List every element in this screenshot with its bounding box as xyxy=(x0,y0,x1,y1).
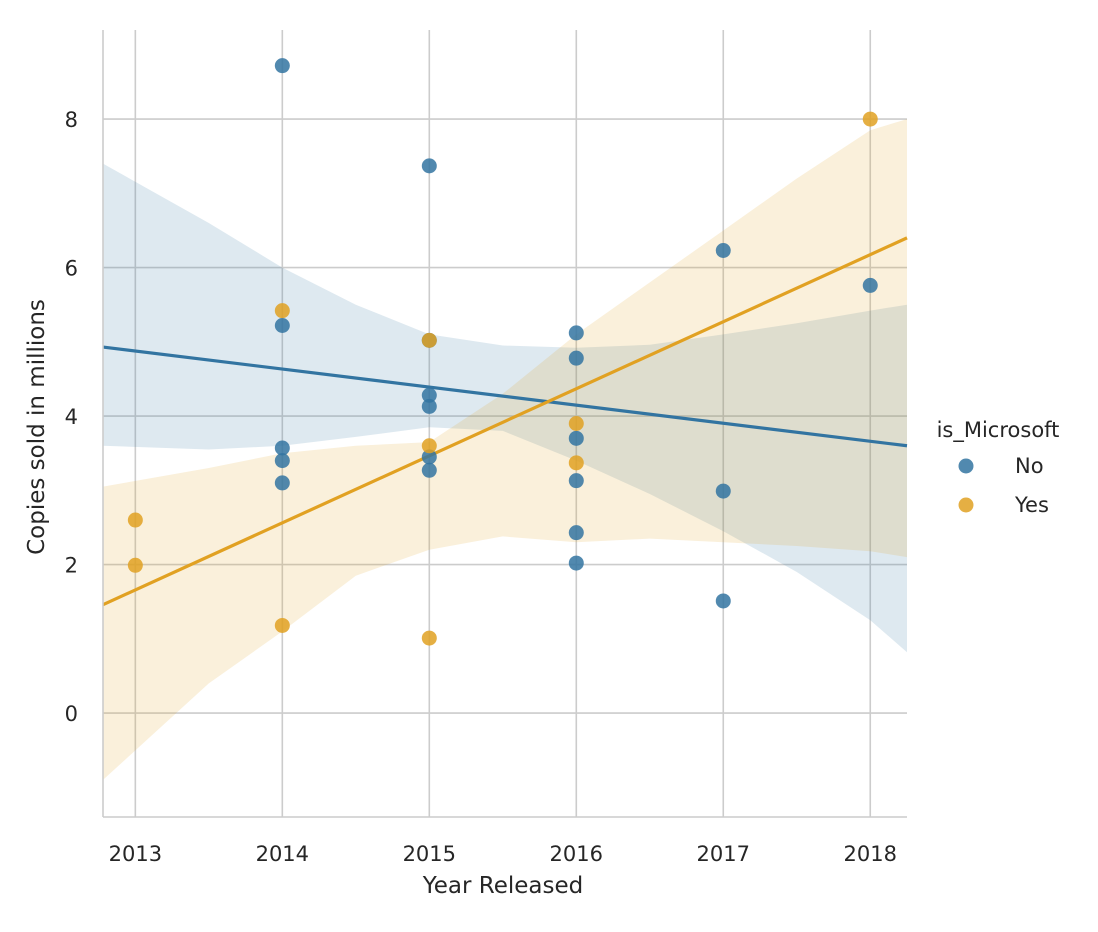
data-point-no xyxy=(568,325,584,341)
confidence-band-yes xyxy=(103,119,907,780)
data-point-yes xyxy=(274,303,290,319)
data-point-no xyxy=(274,440,290,456)
axis-spines xyxy=(102,30,907,818)
y-tick-label: 4 xyxy=(65,405,78,429)
data-point-no xyxy=(421,158,437,174)
y-tick-label: 8 xyxy=(65,108,78,132)
y-tick-label: 2 xyxy=(65,554,78,578)
data-point-yes xyxy=(127,512,143,528)
tick-labels: 2013 2014 2015 2016 2017 2018 0 2 4 6 8 xyxy=(65,108,897,866)
data-point-no xyxy=(568,525,584,541)
legend-marker-no xyxy=(958,458,974,474)
data-point-no xyxy=(715,483,731,499)
data-point-no xyxy=(568,555,584,571)
data-point-yes xyxy=(568,455,584,471)
regression-line-yes xyxy=(102,236,908,607)
data-point-yes xyxy=(421,438,437,454)
legend-title: is_Microsoft xyxy=(937,418,1060,443)
data-point-no xyxy=(421,398,437,414)
data-point-no xyxy=(568,430,584,446)
data-point-no xyxy=(274,58,290,74)
data-point-no xyxy=(715,243,731,259)
x-tick-label: 2018 xyxy=(844,842,897,866)
data-point-no xyxy=(715,593,731,609)
data-point-yes xyxy=(274,617,290,633)
data-points xyxy=(127,58,878,646)
legend: is_Microsoft No Yes xyxy=(937,418,1060,517)
data-point-no xyxy=(421,387,437,403)
data-point-yes xyxy=(127,557,143,573)
legend-label-yes: Yes xyxy=(1014,493,1049,517)
legend-marker-yes xyxy=(958,497,974,513)
x-tick-label: 2017 xyxy=(697,842,750,866)
data-point-yes xyxy=(421,630,437,646)
regression-line-no xyxy=(102,345,908,448)
legend-label-no: No xyxy=(1015,454,1044,478)
data-point-yes xyxy=(862,111,878,127)
x-tick-label: 2015 xyxy=(403,842,456,866)
data-point-no xyxy=(274,475,290,491)
data-point-no xyxy=(421,449,437,465)
data-point-no xyxy=(568,473,584,489)
y-axis-label: Copies sold in millions xyxy=(24,299,50,555)
data-point-no xyxy=(421,462,437,478)
data-point-yes xyxy=(568,416,584,431)
confidence-band-no xyxy=(103,163,907,653)
x-axis-label: Year Released xyxy=(422,873,583,899)
data-point-yes xyxy=(421,332,437,348)
data-point-no xyxy=(274,317,290,333)
data-point-no xyxy=(274,453,290,469)
regression-lines xyxy=(102,236,908,607)
x-tick-label: 2016 xyxy=(550,842,603,866)
x-tick-label: 2014 xyxy=(256,842,309,866)
y-tick-label: 0 xyxy=(65,702,78,726)
x-tick-label: 2013 xyxy=(109,842,162,866)
data-point-no xyxy=(568,350,584,366)
y-tick-label: 6 xyxy=(65,257,78,281)
data-point-no xyxy=(862,277,878,293)
confidence-bands xyxy=(103,119,907,780)
